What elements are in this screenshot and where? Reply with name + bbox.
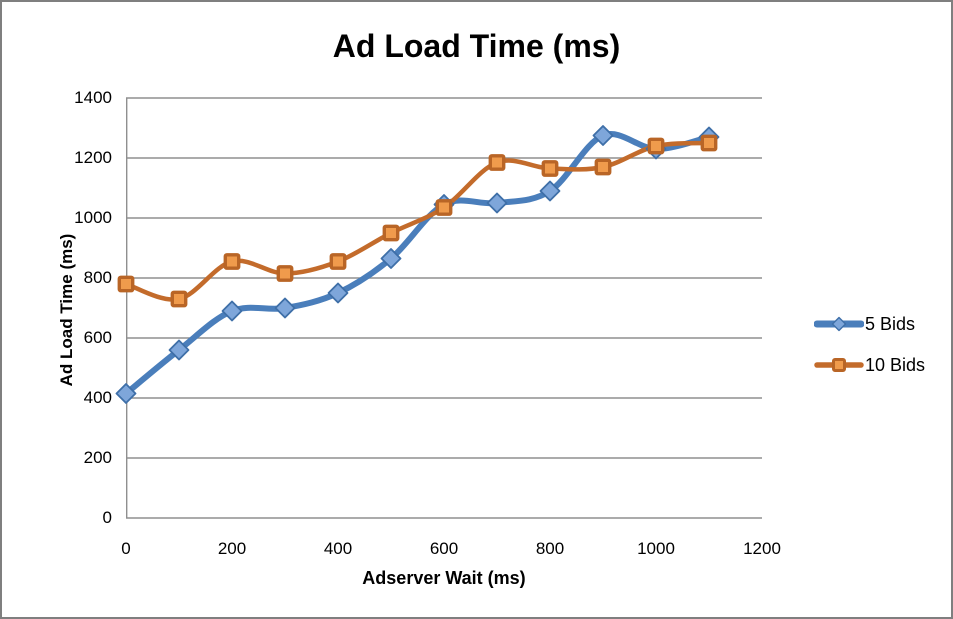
y-tick-label: 200	[83, 448, 112, 467]
x-tick-label: 800	[535, 539, 565, 558]
marker-diamond	[221, 300, 243, 322]
marker-diamond	[380, 248, 402, 269]
legend: 5 Bids 10 Bids	[814, 314, 925, 375]
series-line-10-bids	[123, 140, 712, 302]
marker-square	[117, 275, 135, 293]
marker-square	[541, 160, 559, 177]
marker-diamond	[327, 282, 349, 304]
marker-square	[276, 265, 294, 282]
legend-marker-diamond	[831, 316, 847, 332]
marker-diamond	[168, 339, 190, 361]
marker-square	[435, 199, 453, 216]
marker-diamond	[539, 180, 561, 202]
marker-square	[594, 158, 612, 176]
series-line-5-bids	[123, 131, 712, 397]
marker-square	[647, 137, 665, 155]
marker-diamond	[115, 383, 137, 404]
y-tick-label: 400	[83, 388, 112, 407]
legend-line-square-icon	[814, 358, 864, 372]
marker-diamond	[592, 125, 614, 146]
marker-square	[382, 224, 400, 242]
marker-diamond	[486, 192, 508, 214]
legend-label: 10 Bids	[865, 354, 926, 375]
plot-area	[115, 97, 762, 519]
chart-title: Ad Load Time (ms)	[332, 28, 621, 64]
marker-square	[700, 134, 718, 152]
legend-item-5-bids: 5 Bids	[814, 314, 925, 334]
y-tick-label: 1400	[74, 88, 112, 107]
x-tick-label: 200	[217, 539, 247, 558]
legend-line-diamond-icon	[814, 316, 864, 332]
marker-square	[223, 253, 241, 270]
y-tick-label: 1000	[74, 208, 112, 227]
legend-label: 5 Bids	[865, 313, 916, 334]
x-tick-label: 1000	[637, 539, 675, 558]
legend-item-10-bids: 10 Bids	[814, 355, 925, 375]
x-tick-label: 0	[121, 539, 131, 558]
y-tick-label: 600	[83, 328, 112, 347]
x-tick-label: 1200	[743, 539, 781, 558]
marker-square	[329, 253, 347, 270]
legend-marker-square	[832, 358, 846, 372]
x-tick-label: 400	[323, 539, 353, 558]
x-axis-title: Adserver Wait (ms)	[362, 568, 526, 588]
marker-square	[170, 290, 188, 308]
x-tick-label: 600	[429, 539, 459, 558]
marker-square	[488, 154, 506, 171]
marker-diamond	[274, 297, 296, 319]
y-tick-label: 0	[102, 508, 112, 527]
y-tick-label: 1200	[74, 148, 112, 167]
y-axis-title: Ad Load Time (ms)	[57, 233, 76, 387]
y-tick-label: 800	[83, 268, 112, 287]
